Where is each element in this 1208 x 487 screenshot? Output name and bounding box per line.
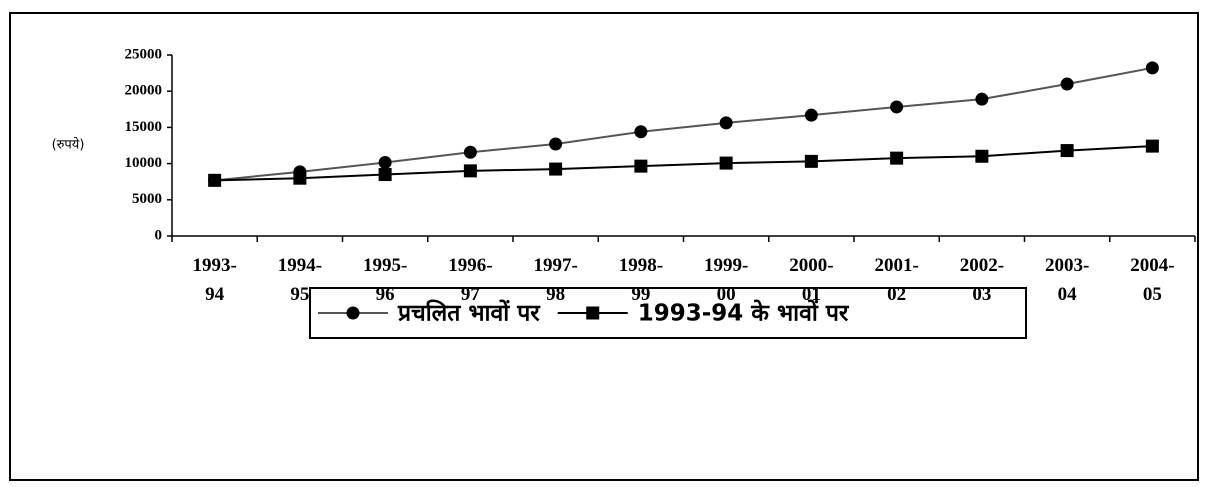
data-point (463, 145, 477, 159)
y-tick-label: 15000 (125, 119, 163, 135)
legend-label: 1993-94 के भावों पर (638, 299, 850, 327)
x-tick-label: 1997-98 (533, 255, 577, 305)
y-tick-label: 25000 (125, 46, 163, 62)
x-tick-label: 2000-01 (789, 255, 833, 305)
data-point (1145, 61, 1159, 75)
data-point (634, 159, 648, 173)
legend-label: प्रचलित भावों पर (397, 299, 541, 327)
data-point (378, 156, 392, 170)
data-point (719, 156, 733, 170)
data-point (1060, 144, 1074, 158)
frame (9, 12, 1199, 481)
y-tick-label: 5000 (132, 191, 162, 207)
series-line (214, 66, 1153, 182)
x-tick-label: 1994-95 (278, 255, 322, 305)
x-tick-label: 1998-99 (619, 255, 663, 305)
y-tick-label: 20000 (125, 83, 163, 99)
x-tick-label: 2004-05 (1130, 255, 1174, 305)
data-point (890, 151, 904, 165)
data-point (804, 154, 818, 168)
y-tick-label: 10000 (125, 155, 163, 171)
data-point (890, 100, 904, 114)
data-point (634, 125, 648, 139)
data-point (804, 108, 818, 122)
data-point (1145, 139, 1159, 153)
data-point (719, 116, 733, 130)
x-tick-label: 1999-00 (704, 255, 748, 305)
legend-marker (346, 306, 360, 320)
data-point (549, 162, 563, 176)
y-axis-label: (रुपये) (52, 137, 85, 153)
x-tick-label: 2003-04 (1045, 255, 1089, 305)
legend-marker (586, 306, 600, 320)
data-point (208, 173, 222, 187)
data-point (378, 168, 392, 182)
x-tick-label: 2002-03 (960, 255, 1004, 305)
data-point (975, 92, 989, 106)
data-point (463, 164, 477, 178)
x-tick-label: 1996-97 (448, 255, 492, 305)
legend-box (309, 287, 1027, 339)
series-line (214, 145, 1153, 182)
y-tick-label: 0 (155, 227, 163, 243)
x-tick-label: 2001-02 (874, 255, 918, 305)
data-point (1060, 77, 1074, 91)
data-point (293, 171, 307, 185)
data-point (975, 149, 989, 163)
x-tick-label: 1995-96 (363, 255, 407, 305)
x-tick-label: 1993-94 (192, 255, 236, 305)
data-point (549, 137, 563, 151)
